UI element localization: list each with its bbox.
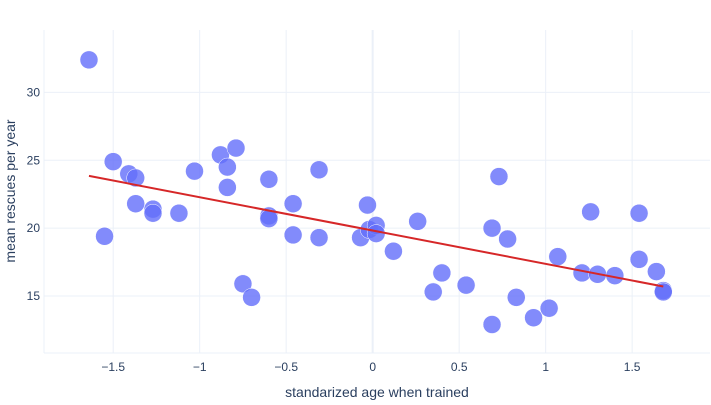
data-point — [408, 212, 427, 231]
x-tick-label: 1.5 — [624, 360, 641, 374]
data-point — [548, 247, 568, 266]
x-tick-label: −0.5 — [274, 360, 298, 374]
data-point — [647, 262, 666, 281]
x-tick-label: 0.5 — [451, 360, 468, 374]
data-point — [126, 168, 145, 188]
data-point — [539, 298, 559, 318]
data-point — [185, 161, 204, 181]
data-point — [358, 195, 377, 215]
x-tick-label: −1.5 — [101, 360, 125, 374]
data-point — [79, 50, 99, 70]
data-point — [384, 241, 403, 261]
data-point — [498, 229, 517, 249]
axis-layer — [43, 30, 710, 354]
y-tick-label: 20 — [27, 221, 41, 235]
data-point — [524, 308, 543, 327]
x-tick-label: 0 — [369, 360, 376, 374]
trendline — [88, 174, 664, 288]
data-point — [103, 152, 123, 171]
data-point — [482, 315, 502, 334]
data-point — [456, 275, 476, 295]
y-tick-label: 25 — [27, 153, 41, 167]
data-point — [233, 274, 253, 294]
point-layer — [79, 50, 673, 334]
data-point — [169, 203, 189, 223]
trend-layer — [88, 174, 664, 288]
data-point — [629, 203, 649, 223]
data-point — [654, 282, 673, 302]
data-point — [581, 202, 600, 222]
data-point — [309, 228, 329, 247]
data-point — [489, 167, 509, 186]
y-tick-label: 30 — [27, 85, 41, 99]
y-tick-label: 15 — [27, 289, 41, 303]
data-point — [226, 138, 246, 158]
label-layer: −1.5 −1 −0.5 0 0.5 1 1.5 15 20 25 30 — [27, 85, 641, 374]
data-point — [242, 288, 261, 307]
x-axis-title: standarized age when trained — [285, 384, 469, 400]
data-point — [259, 170, 279, 189]
data-point — [482, 218, 502, 238]
data-point — [218, 178, 237, 197]
data-point — [507, 288, 526, 307]
data-point — [283, 194, 303, 213]
data-point — [309, 160, 329, 180]
x-tick-label: −1 — [193, 360, 207, 374]
data-point — [218, 157, 237, 177]
y-axis-title: mean rescues per year — [2, 119, 18, 263]
data-point — [143, 203, 163, 223]
data-point — [423, 282, 443, 302]
grid-layer — [44, 30, 710, 353]
data-point — [629, 250, 649, 269]
data-point — [366, 224, 386, 243]
x-tick-label: 1 — [542, 360, 549, 374]
data-point — [432, 263, 452, 283]
data-point — [126, 194, 145, 213]
data-point — [95, 227, 114, 246]
data-point — [283, 225, 303, 245]
